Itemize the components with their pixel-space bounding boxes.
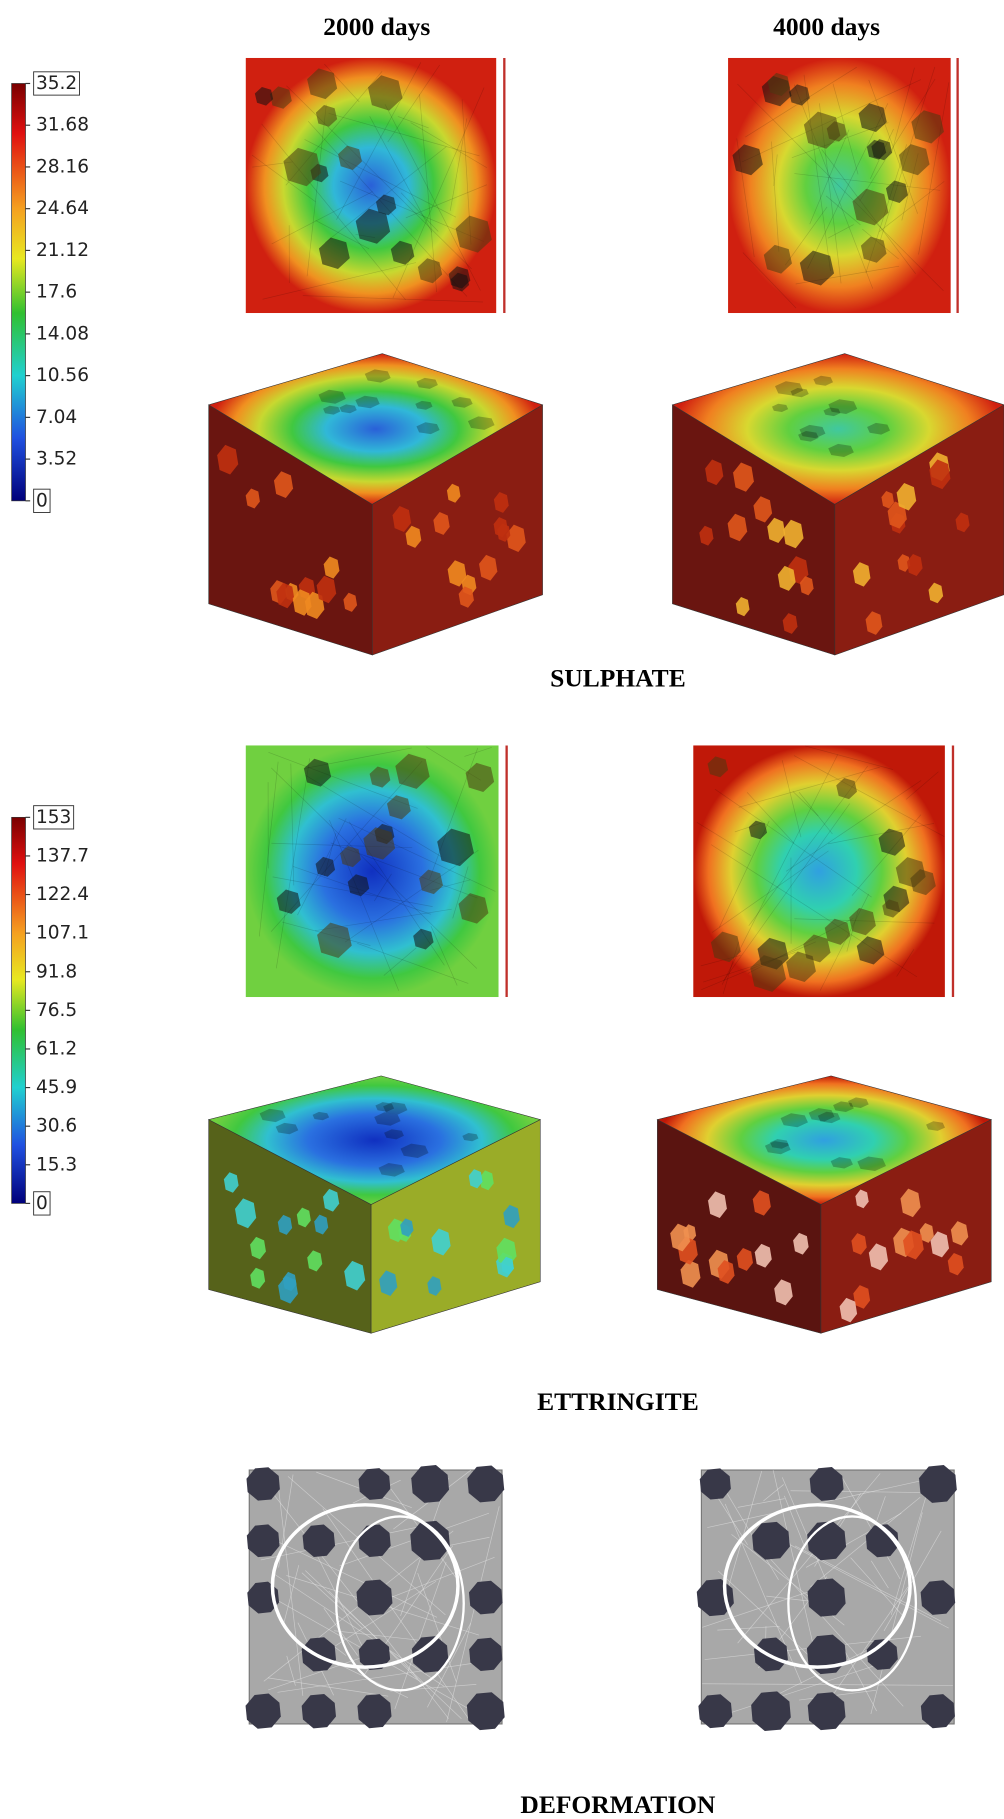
- column-header: 4000 days: [773, 12, 880, 41]
- colorbar-label: 31.68: [36, 115, 89, 136]
- artwork: [209, 58, 1004, 1731]
- colorbar-label: 107.1: [36, 923, 89, 944]
- page: {"columns":["2000 days","4000 days"], "s…: [0, 0, 1004, 1819]
- colorbar-label: 24.64: [36, 198, 89, 219]
- colorbar-label: 28.16: [36, 156, 89, 177]
- colorbar-label: 76.5: [36, 1000, 77, 1021]
- colorbar-label: 10.56: [36, 365, 89, 386]
- colorbar-label: 14.08: [36, 323, 89, 344]
- colorbar-label: 35.2: [36, 73, 77, 94]
- colorbar: [12, 817, 26, 1203]
- colorbar-label: 0: [36, 1193, 48, 1214]
- column-header: 2000 days: [323, 12, 430, 41]
- figure: 2000 days 4000 days SULPHATE ETTRINGITE …: [0, 0, 1004, 1819]
- colorbar-label: 17.6: [36, 282, 77, 303]
- colorbar-label: 153: [36, 807, 71, 828]
- map-square: [728, 58, 951, 313]
- section-label: ETTRINGITE: [537, 1387, 699, 1416]
- colorbar-label: 91.8: [36, 961, 77, 982]
- colorbar-label: 61.2: [36, 1038, 77, 1059]
- colorbar-label: 45.9: [36, 1077, 77, 1098]
- section-label: SULPHATE: [550, 663, 686, 692]
- colorbar-label: 0: [36, 490, 48, 511]
- section-label: DEFORMATION: [520, 1790, 716, 1819]
- colorbar-label: 3.52: [36, 449, 77, 470]
- colorbar-label: 15.3: [36, 1154, 77, 1175]
- colorbar-label: 122.4: [36, 884, 89, 905]
- colorbar-label: 137.7: [36, 845, 89, 866]
- colorbar-label: 7.04: [36, 407, 77, 428]
- colorbar: [12, 83, 26, 500]
- colorbar-label: 30.6: [36, 1116, 77, 1137]
- colorbar-label: 21.12: [36, 240, 89, 261]
